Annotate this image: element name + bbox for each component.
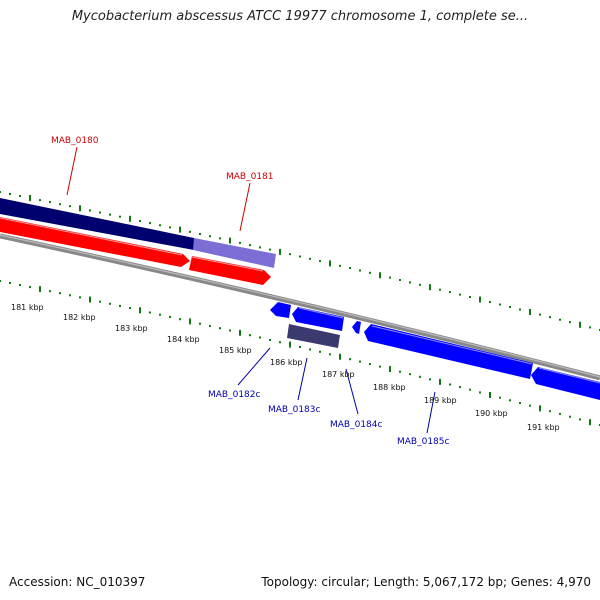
chromosome-backbone [0,233,600,381]
gene-MAB_0185c-shine [371,325,533,365]
tick-label: 190 kbp [475,409,508,418]
gene-MAB_0184c[interactable] [352,321,361,334]
upper-tick-track [0,191,600,331]
gene-label-MAB_0180[interactable]: MAB_0180 [51,136,99,146]
tick-label: 182 kbp [63,313,96,322]
tick-label: 181 kbp [11,303,44,312]
gene-MAB_0183c[interactable] [292,307,344,331]
tick-label: 188 kbp [373,383,406,392]
gene-MAB_0180[interactable] [0,217,190,267]
leader-MAB_0180 [66,146,78,196]
gene-MAB_0185c[interactable] [364,324,533,379]
gene-label-MAB_0184c[interactable]: MAB_0184c [330,420,383,430]
tick-label: 191 kbp [527,423,560,432]
gene-label-MAB_0181[interactable]: MAB_0181 [226,172,274,182]
gene-MAB_0181[interactable] [189,256,271,285]
map-title: Mycobacterium abscessus ATCC 19977 chrom… [71,9,529,24]
tick-label: 184 kbp [167,335,200,344]
gene-label-MAB_0185c[interactable]: MAB_0185c [397,437,450,447]
leader-MAB_0185c [426,391,436,434]
gene-MAB_0183c-shine [298,307,344,319]
leader-MAB_0182c [237,347,271,386]
gene-MAB_0181-shine [191,256,264,272]
accession-label: Accession: NC_010397 [9,575,146,589]
tick-label: 183 kbp [115,324,148,333]
leader-MAB_0181 [239,182,251,232]
tick-label: 186 kbp [270,358,303,367]
gene-next-reverse[interactable] [531,367,600,400]
gene-label-MAB_0183c[interactable]: MAB_0183c [268,405,321,415]
tick-label: 187 kbp [322,370,355,379]
gene-MAB_0180-shine [0,217,183,256]
gene-MAB_0183c-selected[interactable] [287,324,340,348]
topology-summary: Topology: circular; Length: 5,067,172 bp… [261,575,591,589]
leader-MAB_0184c [345,368,359,415]
chromosome-backbone-highlight [0,234,600,378]
gene-next-reverse-shine [538,367,600,384]
lower-tick-track [0,280,600,426]
gene-MAB_0182c[interactable] [270,302,291,318]
gene-MAB_0180-selected[interactable] [0,198,194,250]
gene-label-MAB_0182c[interactable]: MAB_0182c [208,390,261,400]
gene-MAB_0181-selected[interactable] [193,238,276,268]
tick-label: 189 kbp [424,396,457,405]
leader-MAB_0183c [297,357,308,401]
tick-label: 185 kbp [219,346,252,355]
